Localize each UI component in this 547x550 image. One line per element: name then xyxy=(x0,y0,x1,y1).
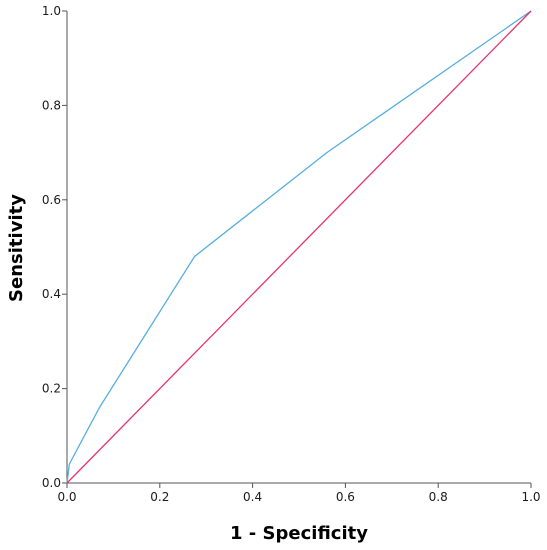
reference-diagonal-line xyxy=(66,10,532,484)
axes xyxy=(62,10,532,488)
y-tick-label: 0.6 xyxy=(42,193,61,207)
roc-curve-line xyxy=(66,10,532,484)
y-tick-label: 0.8 xyxy=(42,98,61,112)
x-tick-label: 0.6 xyxy=(336,490,355,504)
x-tick-label: 0.0 xyxy=(57,490,76,504)
tick-labels: 0.0 0.2 0.4 0.6 0.8 1.0 0.0 0.2 0.4 0.6 0.8 1.0 xyxy=(42,4,541,504)
x-tick-label: 0.8 xyxy=(429,490,448,504)
x-tick-label: 0.2 xyxy=(150,490,169,504)
y-tick-label: 0.0 xyxy=(42,476,61,490)
series-lines xyxy=(66,10,532,484)
x-tick-label: 0.4 xyxy=(243,490,262,504)
y-tick-label: 1.0 xyxy=(42,4,61,18)
y-tick-label: 0.2 xyxy=(42,382,61,396)
y-axis-title: Sensitivity xyxy=(6,194,27,302)
y-tick-label: 0.4 xyxy=(42,287,61,301)
x-axis-title: 1 - Specificity xyxy=(230,523,368,544)
x-tick-label: 1.0 xyxy=(521,490,540,504)
